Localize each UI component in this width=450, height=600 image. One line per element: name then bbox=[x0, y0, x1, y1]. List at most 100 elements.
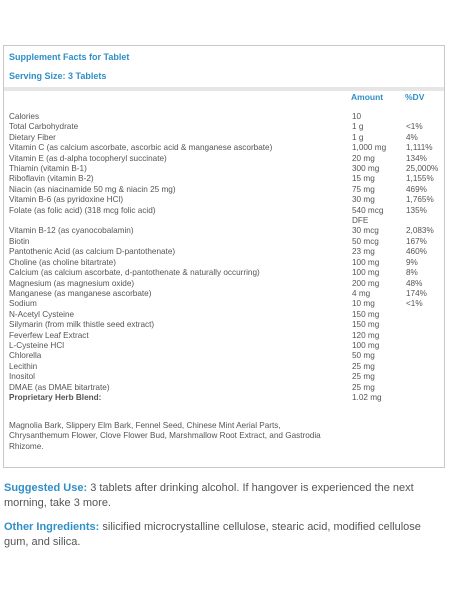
facts-row: Vitamin E (as d-alpha tocopheryl succina… bbox=[9, 154, 443, 164]
amount: 20 mg bbox=[352, 153, 375, 163]
nutrient-name: Riboflavin (vitamin B-2) bbox=[9, 174, 94, 184]
amount: 30 mcg bbox=[352, 226, 379, 236]
daily-value: 1,155% bbox=[406, 174, 434, 184]
nutrient-name: Magnesium (as magnesium oxide) bbox=[9, 278, 135, 288]
label: Suggested Use: bbox=[4, 482, 88, 494]
nutrient-name: Vitamin C (as calcium ascorbate, ascorbi… bbox=[9, 143, 273, 153]
nutrient-name: Sodium bbox=[9, 299, 37, 309]
nutrient-name: Calories bbox=[9, 112, 40, 121]
nutrient-name: Silymarin (from milk thistle seed extrac… bbox=[9, 320, 155, 330]
column-header: Amount bbox=[351, 92, 384, 102]
daily-value: <1% bbox=[406, 299, 423, 309]
amount: 4 mg bbox=[352, 288, 371, 298]
nutrient-name: Chlorella bbox=[9, 351, 42, 361]
daily-value bbox=[406, 331, 443, 341]
amount: 300 mg bbox=[352, 164, 380, 174]
amount: 1 g bbox=[352, 132, 364, 142]
facts-row: Vitamin C (as calcium ascorbate, ascorbi… bbox=[9, 143, 443, 153]
facts-row: Sodium 10 mg <1% bbox=[9, 299, 443, 309]
daily-value bbox=[406, 362, 443, 372]
daily-value: 1,111% bbox=[406, 143, 433, 153]
nutrient-name: Vitamin B-12 (as cyanocobalamin) bbox=[9, 226, 134, 236]
facts-row: Choline (as choline bitartrate) 100 mg 9% bbox=[9, 258, 443, 268]
amount: 10 bbox=[352, 112, 362, 121]
amount: 50 mcg bbox=[352, 236, 379, 246]
amount: 25 mg bbox=[352, 372, 375, 382]
serving-size: Serving Size: 3 Tablets bbox=[9, 71, 107, 81]
nutrient-name: Proprietary Herb Blend: bbox=[9, 392, 102, 402]
facts-row: L-Cysteine HCl 100 mg bbox=[9, 341, 443, 351]
amount: 1,000 mg bbox=[352, 143, 387, 153]
daily-value: <1% bbox=[406, 122, 423, 132]
daily-value: 48% bbox=[406, 278, 423, 288]
blend-ingredients: Magnolia Bark, Slippery Elm Bark, Fennel… bbox=[9, 421, 321, 451]
amount: 150 mg bbox=[352, 309, 380, 319]
amount: 15 mg bbox=[352, 174, 375, 184]
amount: 100 mg bbox=[352, 257, 380, 267]
facts-row: Dietary Fiber 1 g 4% bbox=[9, 133, 443, 143]
daily-value: 8% bbox=[406, 268, 418, 278]
amount: 100 mg bbox=[352, 268, 380, 278]
facts-row: Niacin (as niacinamide 50 mg & niacin 25… bbox=[9, 185, 443, 195]
amount: 100 mg bbox=[352, 340, 380, 350]
nutrient-name: Folate (as folic acid) (318 mcg folic ac… bbox=[9, 205, 156, 215]
daily-value: 134% bbox=[406, 153, 427, 163]
daily-value: 1,765% bbox=[406, 195, 434, 205]
nutrient-name: Inositol bbox=[9, 372, 35, 382]
nutrient-name: N-Acetyl Cysteine bbox=[9, 309, 75, 319]
amount: 25 mg bbox=[352, 382, 375, 392]
nutrient-name: Calcium (as calcium ascorbate, d-pantoth… bbox=[9, 268, 260, 278]
nutrient-name: Lecithin bbox=[9, 361, 38, 371]
facts-row: Thiamin (vitamin B-1) 300 mg 25,000% bbox=[9, 164, 443, 174]
daily-value bbox=[406, 393, 443, 403]
facts-title: Supplement Facts for Tablet bbox=[9, 52, 130, 62]
daily-value bbox=[406, 310, 443, 320]
facts-row: DMAE (as DMAE bitartrate) 25 mg bbox=[9, 383, 443, 393]
nutrient-name: L-Cysteine HCl bbox=[9, 340, 65, 350]
amount: 200 mg bbox=[352, 278, 380, 288]
facts-row: Total Carbohydrate 1 g <1% bbox=[9, 122, 443, 132]
amount: 50 mg bbox=[352, 351, 375, 361]
daily-value: 167% bbox=[406, 236, 427, 246]
supplement-facts: Supplement Facts for Tablet Serving Size… bbox=[3, 45, 445, 468]
nutrient-name: Pantothenic Acid (as calcium D-pantothen… bbox=[9, 247, 176, 257]
facts-row: Silymarin (from milk thistle seed extrac… bbox=[9, 320, 443, 330]
daily-value: 174% bbox=[406, 288, 427, 298]
nutrient-name: Niacin (as niacinamide 50 mg & niacin 25… bbox=[9, 184, 176, 194]
nutrient-name: Vitamin B-6 (as pyridoxine HCl) bbox=[9, 195, 124, 205]
separator bbox=[4, 87, 444, 91]
column-header: %DV bbox=[405, 92, 425, 102]
daily-value bbox=[406, 112, 443, 122]
facts-row: Folate (as folic acid) (318 mcg folic ac… bbox=[9, 206, 443, 227]
daily-value: 2,083% bbox=[406, 226, 434, 236]
facts-row: Feverfew Leaf Extract 120 mg bbox=[9, 331, 443, 341]
daily-value: 135% bbox=[406, 205, 427, 215]
nutrient-name: Choline (as choline bitartrate) bbox=[9, 257, 116, 267]
amount: 150 mg bbox=[352, 320, 380, 330]
amount: 10 mg bbox=[352, 299, 375, 309]
facts-row: Vitamin B-12 (as cyanocobalamin) 30 mcg 2,… bbox=[9, 226, 443, 236]
daily-value: 469% bbox=[406, 184, 427, 194]
daily-value bbox=[406, 341, 443, 351]
amount: 540 mcg DFE bbox=[352, 205, 384, 226]
other-ingredients: Other Ingredients: silicified microcryst… bbox=[4, 520, 446, 549]
amount: 1 g bbox=[352, 122, 364, 132]
facts-row: Biotin 50 mcg 167% bbox=[9, 237, 443, 247]
daily-value: 4% bbox=[406, 132, 418, 142]
amount: 120 mg bbox=[352, 330, 380, 340]
facts-row: N-Acetyl Cysteine 150 mg bbox=[9, 310, 443, 320]
nutrient-name: Vitamin E (as d-alpha tocopheryl succina… bbox=[9, 153, 167, 163]
facts-row: Pantothenic Acid (as calcium D-pantothen… bbox=[9, 247, 443, 257]
nutrient-name: Total Carbohydrate bbox=[9, 122, 79, 132]
facts-row: Riboflavin (vitamin B-2) 15 mg 1,155% bbox=[9, 174, 443, 184]
amount: 75 mg bbox=[352, 184, 375, 194]
facts-row: Proprietary Herb Blend: 1.02 mg bbox=[9, 393, 443, 403]
nutrient-name: Dietary Fiber bbox=[9, 132, 56, 142]
facts-row: Inositol 25 mg bbox=[9, 372, 443, 382]
nutrient-name: Feverfew Leaf Extract bbox=[9, 330, 89, 340]
text: 3 tablets after drinking alcohol. If han… bbox=[4, 482, 414, 509]
daily-value bbox=[406, 383, 443, 393]
facts-row: Manganese (as manganese ascorbate) 4 mg 17… bbox=[9, 289, 443, 299]
nutrient-name: Thiamin (vitamin B-1) bbox=[9, 164, 87, 174]
